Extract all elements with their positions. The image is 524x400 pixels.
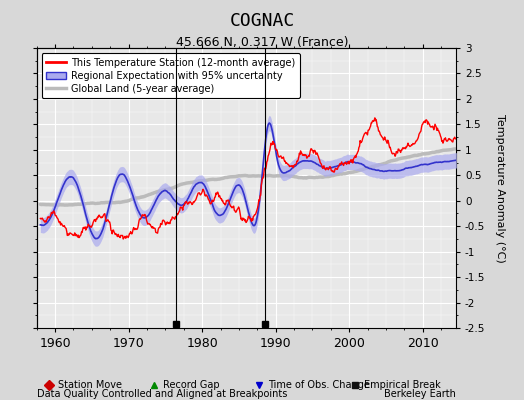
- Y-axis label: Temperature Anomaly (°C): Temperature Anomaly (°C): [495, 114, 505, 262]
- Text: Empirical Break: Empirical Break: [365, 380, 441, 390]
- Text: Station Move: Station Move: [59, 380, 123, 390]
- Text: 45.666 N, 0.317 W (France): 45.666 N, 0.317 W (France): [176, 36, 348, 49]
- Text: Berkeley Earth: Berkeley Earth: [384, 389, 456, 399]
- Text: Data Quality Controlled and Aligned at Breakpoints: Data Quality Controlled and Aligned at B…: [37, 389, 287, 399]
- Legend: This Temperature Station (12-month average), Regional Expectation with 95% uncer: This Temperature Station (12-month avera…: [41, 53, 300, 98]
- Text: Record Gap: Record Gap: [163, 380, 220, 390]
- Text: COGNAC: COGNAC: [230, 12, 294, 30]
- Text: Time of Obs. Change: Time of Obs. Change: [268, 380, 370, 390]
